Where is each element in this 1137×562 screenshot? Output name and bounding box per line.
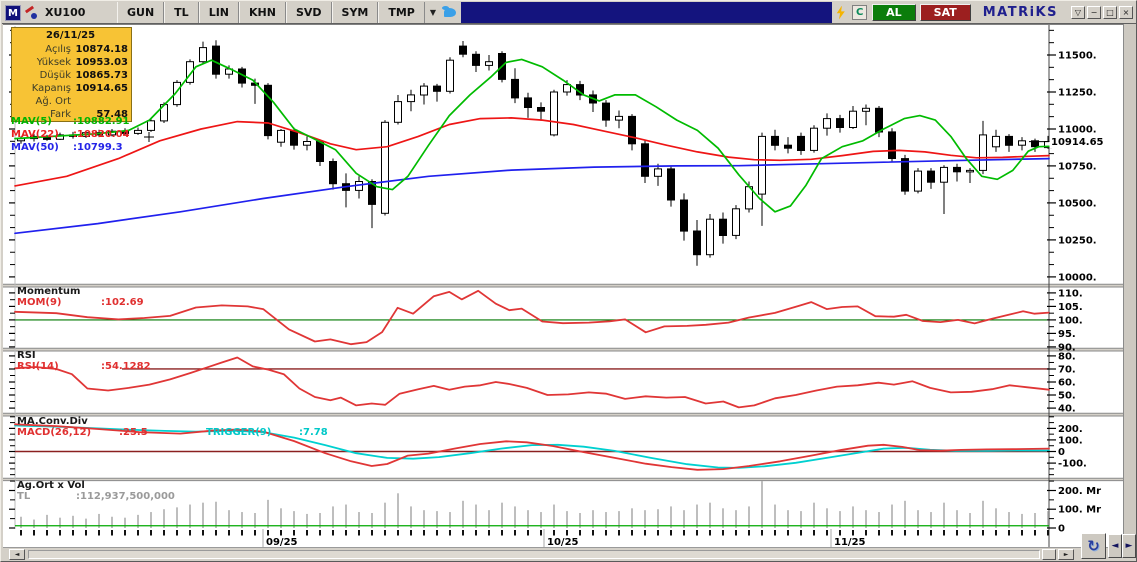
info-date: 26/11/25	[45, 30, 96, 41]
momentum-panel-title: Momentum	[17, 286, 81, 297]
info-label: Kapanış	[31, 83, 71, 94]
info-value	[71, 95, 128, 108]
svg-text:40.: 40.	[1058, 404, 1076, 415]
info-label: Fark	[50, 109, 71, 120]
titlebar: M XU100 GUN TL LIN KHN SVD SYM TMP ▼ C A…	[2, 2, 1136, 24]
macd-indicator-value: :25.5	[119, 427, 148, 438]
m-logo-icon[interactable]: M	[5, 4, 21, 21]
info-label: Ağ. Ort	[35, 96, 71, 107]
svg-text:11000.: 11000.	[1058, 124, 1097, 135]
svg-text:105.: 105.	[1058, 302, 1083, 313]
momentum-indicator-label: MOM(9)	[17, 297, 62, 308]
svg-text:95.: 95.	[1058, 329, 1076, 340]
svg-text:09/25: 09/25	[266, 537, 298, 548]
vertical-scrollbar[interactable]	[1123, 24, 1136, 548]
symbol-label[interactable]: XU100	[45, 6, 86, 19]
matriks-app-icon[interactable]	[23, 4, 39, 21]
rsi-panel-title: RSI	[17, 350, 36, 361]
svg-text:90.: 90.	[1058, 342, 1076, 353]
info-label: Düşük	[39, 70, 71, 81]
macd-indicator-label: MACD(26,12)	[17, 427, 92, 438]
svg-text:100.: 100.	[1058, 315, 1083, 326]
horizontal-scrollbar-thumb[interactable]	[1042, 549, 1056, 560]
mav22-value: :10820.04	[73, 129, 130, 140]
volume-panel-title: Ag.Ort x Vol	[17, 480, 85, 491]
info-label: Yüksek	[36, 57, 71, 68]
rollup-button[interactable]: ▽	[1071, 6, 1085, 19]
svg-text:10250.: 10250.	[1058, 235, 1097, 246]
svg-text:11500.: 11500.	[1058, 50, 1097, 61]
info-value: 10865.73	[75, 70, 128, 81]
scroll-left-button[interactable]: ◄	[9, 549, 25, 560]
page-back-button[interactable]: ◄	[1108, 534, 1122, 558]
svg-text:50.: 50.	[1058, 391, 1076, 402]
svg-text:70.: 70.	[1058, 364, 1076, 375]
svg-text:110.: 110.	[1058, 288, 1083, 299]
bottom-bar: ◄ ►	[2, 548, 1136, 561]
svg-text:11250.: 11250.	[1058, 87, 1097, 98]
horizontal-scrollbar-track[interactable]	[28, 550, 1040, 559]
mav22-label: MAV(22)	[11, 129, 59, 140]
lightning-icon[interactable]	[834, 5, 847, 21]
svg-text:100. Mr: 100. Mr	[1058, 505, 1101, 516]
svg-text:100.: 100.	[1058, 435, 1083, 446]
momentum-indicator-value: :102.69	[101, 297, 144, 308]
svg-text:10750.: 10750.	[1058, 161, 1097, 172]
mav5-value: :10882.91	[73, 116, 130, 127]
svg-text:200. Mr: 200. Mr	[1058, 486, 1101, 497]
svg-text:-100.: -100.	[1058, 459, 1087, 470]
scroll-right-button[interactable]: ►	[1058, 549, 1074, 560]
info-value: 10914.65	[75, 83, 128, 94]
rsi-indicator-value: :54.1282	[101, 361, 151, 372]
info-value: 10953.03	[75, 57, 128, 68]
ohlc-info-box: 26/11/25 Açılış 10874.18 Yüksek 10953.03 D…	[11, 27, 132, 122]
svg-text:80.: 80.	[1058, 351, 1076, 362]
macd-panel-title: MA.Conv.Div	[17, 416, 88, 427]
chevron-down-icon[interactable]: ▼	[429, 7, 437, 17]
twitter-icon[interactable]	[441, 5, 461, 21]
toolbar-left: M XU100 GUN TL LIN KHN SVD SYM TMP ▼	[2, 2, 462, 23]
toolbar-right: C AL SAT MATRiKS ▽ − □ ×	[832, 2, 1136, 23]
matriks-brand-logo: MATRiKS	[982, 5, 1058, 20]
toolbar-button-sym[interactable]: SYM	[331, 2, 379, 23]
buy-button[interactable]: AL	[872, 4, 916, 21]
rsi-indicator-label: RSI(14)	[17, 361, 59, 372]
svg-text:10914.65: 10914.65	[1051, 137, 1104, 148]
svg-text:11/25: 11/25	[834, 537, 866, 548]
svg-text:0: 0	[1058, 524, 1065, 535]
info-value: 57.48	[96, 109, 128, 120]
volume-currency-label: TL	[17, 491, 31, 502]
close-button[interactable]: ×	[1119, 6, 1133, 19]
c-badge-icon[interactable]: C	[852, 5, 868, 20]
mav50-value: :10799.3	[73, 142, 123, 153]
toolbar-button-lin[interactable]: LIN	[198, 2, 239, 23]
toolbar-button-svd[interactable]: SVD	[285, 2, 332, 23]
minimize-button[interactable]: −	[1087, 6, 1101, 19]
toolbar-button-period[interactable]: GUN	[117, 2, 165, 23]
titlebar-drag-area[interactable]	[461, 2, 833, 23]
sell-button[interactable]: SAT	[919, 4, 971, 21]
refresh-button[interactable]: ↻	[1081, 533, 1106, 559]
svg-text:10500.: 10500.	[1058, 198, 1097, 209]
mav5-label: MAV(5)	[11, 116, 52, 127]
svg-text:10/25: 10/25	[547, 537, 579, 548]
svg-text:10000.: 10000.	[1058, 272, 1097, 283]
toolbar-button-currency[interactable]: TL	[164, 2, 199, 23]
volume-total-value: :112,937,500,000	[76, 491, 175, 502]
trigger-indicator-value: :7.78	[299, 427, 328, 438]
trigger-indicator-label: TRIGGER(9)	[206, 427, 272, 438]
svg-text:0: 0	[1058, 447, 1065, 458]
maximize-button[interactable]: □	[1103, 6, 1117, 19]
toolbar-button-khn[interactable]: KHN	[239, 2, 286, 23]
svg-text:60.: 60.	[1058, 378, 1076, 389]
toolbar-button-tmp[interactable]: TMP	[378, 2, 425, 23]
mav-legend: MAV(5) :10882.91 MAV(22) :10820.04 MAV(50)…	[11, 115, 161, 154]
mav50-label: MAV(50)	[11, 142, 59, 153]
info-label: Açılış	[45, 44, 71, 55]
svg-text:200.: 200.	[1058, 424, 1083, 435]
page-forward-button[interactable]: ►	[1122, 534, 1136, 558]
info-value: 10874.18	[75, 44, 128, 55]
